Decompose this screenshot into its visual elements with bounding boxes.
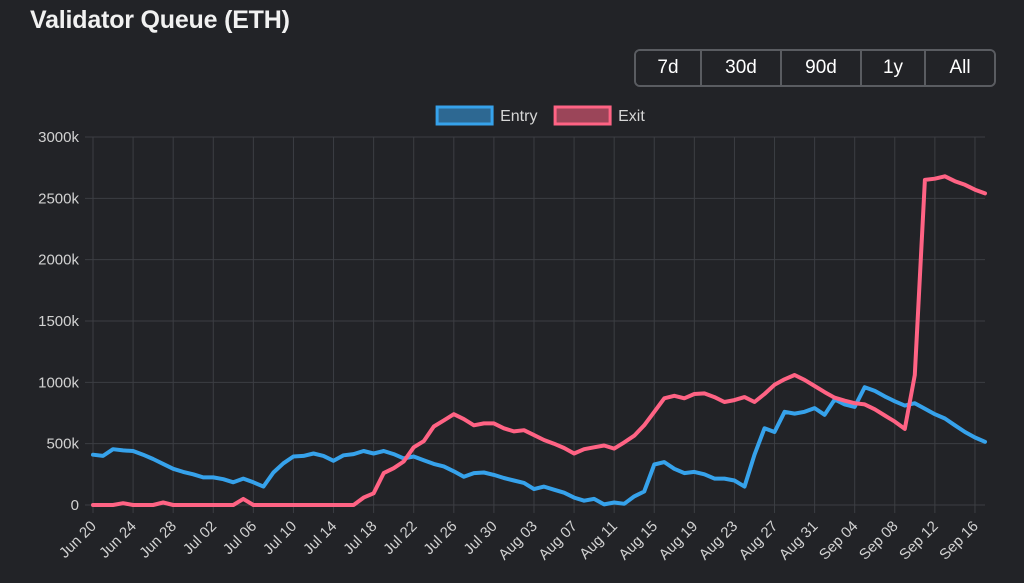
y-axis: 0 500k 1000k 1500k 2000k 2500k 3000k bbox=[38, 129, 79, 514]
x-tick-label: Jul 14 bbox=[300, 518, 340, 558]
y-tick-label: 2000k bbox=[38, 252, 79, 269]
chart-grid bbox=[85, 136, 985, 513]
x-tick-label: Aug 11 bbox=[576, 518, 621, 563]
y-tick-label: 0 bbox=[71, 497, 79, 514]
x-tick-label: Jun 28 bbox=[136, 518, 180, 562]
x-tick-label: Aug 07 bbox=[535, 518, 581, 564]
x-tick-label: Jul 22 bbox=[380, 518, 420, 558]
x-tick-label: Aug 19 bbox=[656, 518, 702, 564]
x-tick-label: Aug 23 bbox=[696, 518, 742, 564]
x-tick-label: Jul 18 bbox=[340, 518, 380, 558]
x-tick-label: Jul 06 bbox=[220, 518, 260, 558]
x-tick-label: Jun 24 bbox=[96, 518, 140, 562]
chart-legend: Entry Exit bbox=[435, 105, 645, 126]
series-line-exit bbox=[91, 174, 987, 507]
range-30d-button[interactable]: 30d bbox=[702, 51, 782, 85]
page-title: Validator Queue (ETH) bbox=[30, 6, 290, 34]
x-tick-label: Aug 15 bbox=[615, 518, 661, 564]
y-tick-label: 1000k bbox=[38, 374, 79, 391]
x-tick-label: Sep 08 bbox=[856, 518, 902, 564]
y-tick-label: 2500k bbox=[38, 190, 79, 207]
legend-item-entry[interactable]: Entry bbox=[435, 105, 537, 126]
legend-label: Exit bbox=[618, 108, 645, 125]
legend-item-exit[interactable]: Exit bbox=[553, 105, 645, 126]
x-tick-label: Aug 03 bbox=[495, 518, 541, 564]
chart-lines bbox=[91, 174, 987, 507]
legend-swatch bbox=[553, 105, 612, 126]
range-all-button[interactable]: All bbox=[926, 51, 994, 85]
legend-label: Entry bbox=[500, 108, 537, 125]
range-7d-button[interactable]: 7d bbox=[636, 51, 702, 85]
x-tick-label: Aug 31 bbox=[776, 518, 822, 564]
legend-swatch bbox=[435, 105, 494, 126]
x-tick-label: Jul 10 bbox=[260, 518, 300, 558]
y-tick-label: 3000k bbox=[38, 129, 79, 146]
x-tick-label: Jul 02 bbox=[180, 518, 220, 558]
series-line-entry bbox=[91, 385, 987, 507]
y-tick-label: 1500k bbox=[38, 313, 79, 330]
y-tick-label: 500k bbox=[46, 436, 79, 453]
range-90d-button[interactable]: 90d bbox=[782, 51, 862, 85]
time-range-selector: 7d 30d 90d 1y All bbox=[634, 49, 996, 87]
x-tick-label: Sep 12 bbox=[896, 518, 942, 564]
x-tick-label: Aug 27 bbox=[736, 518, 782, 564]
x-tick-label: Jul 26 bbox=[420, 518, 460, 558]
x-tick-label: Sep 04 bbox=[816, 518, 862, 564]
x-tick-label: Sep 16 bbox=[936, 518, 982, 564]
range-1y-button[interactable]: 1y bbox=[862, 51, 926, 85]
x-tick-label: Jun 20 bbox=[56, 518, 100, 562]
